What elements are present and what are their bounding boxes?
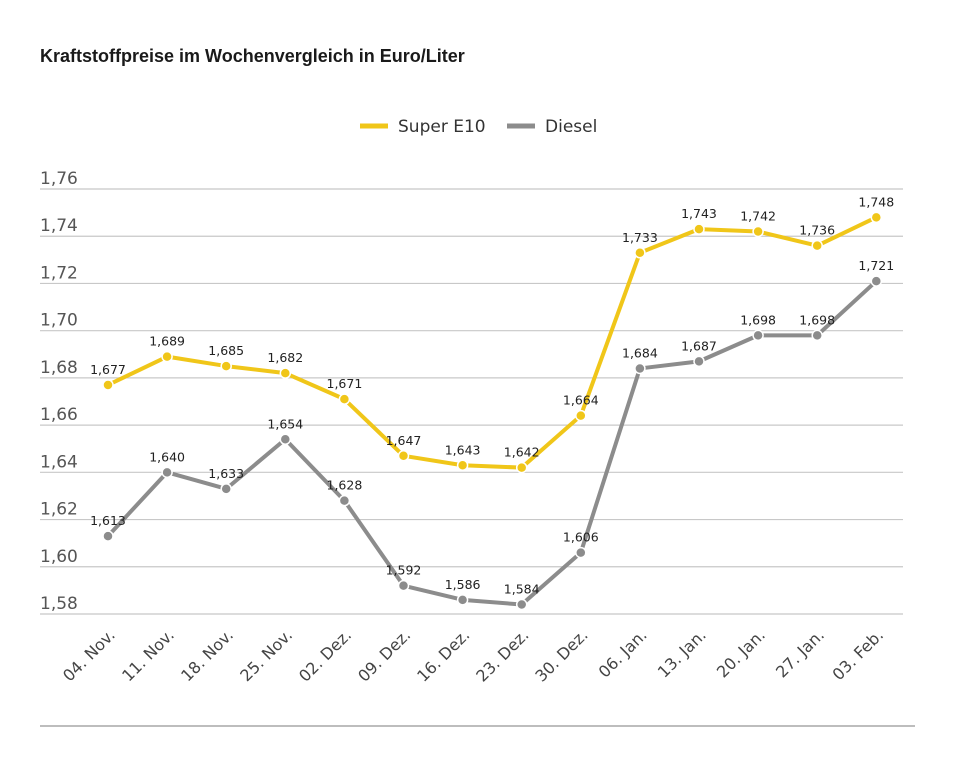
- legend-label: Super E10: [398, 117, 486, 137]
- y-tick-label: 1,70: [40, 311, 78, 331]
- data-label: 1,606: [563, 530, 599, 545]
- data-point: [870, 211, 883, 224]
- x-tick-label: 13. Jan.: [654, 625, 710, 681]
- x-tick-label: 30. Dez.: [531, 625, 591, 685]
- data-point: [397, 450, 410, 462]
- data-point: [515, 461, 528, 474]
- data-label: 1,742: [740, 209, 776, 224]
- data-label: 1,586: [445, 577, 481, 592]
- data-label: 1,592: [386, 563, 422, 578]
- x-tick-label: 20. Jan.: [713, 625, 769, 681]
- data-label: 1,684: [622, 345, 658, 360]
- data-point: [811, 239, 823, 252]
- series-line: [106, 215, 879, 470]
- chart-title: Kraftstoffpreise im Wochenvergleich in E…: [40, 46, 465, 66]
- gridlines: [40, 188, 903, 615]
- data-point: [397, 579, 410, 592]
- data-point: [102, 530, 114, 542]
- y-tick-label: 1,66: [40, 405, 78, 425]
- data-point: [634, 362, 646, 375]
- data-label: 1,677: [90, 362, 126, 377]
- series-diesel: 1,613 1,640 1,633 1,654 1,628 1,592 1,586 1,584…: [90, 258, 894, 611]
- series-super-e10: 1,677 1,689 1,685 1,682 1,671 1,647 1,643 1,642…: [90, 194, 894, 474]
- data-point: [279, 433, 292, 446]
- data-label: 1,640: [149, 449, 185, 464]
- x-tick-label: 03. Feb.: [828, 625, 887, 684]
- data-point: [752, 225, 764, 238]
- x-tick-label: 16. Dez.: [413, 625, 473, 685]
- data-label: 1,671: [327, 376, 363, 391]
- data-point: [634, 247, 646, 259]
- data-point: [161, 350, 173, 363]
- legend-label: Diesel: [545, 117, 597, 137]
- data-point: [220, 483, 232, 495]
- data-label: 1,633: [208, 466, 244, 481]
- y-tick-label: 1,58: [40, 594, 78, 614]
- data-point: [279, 367, 292, 379]
- data-label: 1,643: [445, 442, 481, 457]
- y-tick-label: 1,60: [40, 547, 78, 567]
- data-point: [220, 360, 232, 372]
- data-label: 1,682: [267, 350, 303, 365]
- series-line: [106, 279, 879, 607]
- x-tick-label: 09. Dez.: [354, 625, 414, 685]
- series-layer: 1,677 1,689 1,685 1,682 1,671 1,647 1,643 1,642…: [90, 194, 894, 611]
- data-point: [870, 275, 883, 287]
- x-tick-label: 11. Nov.: [118, 625, 178, 685]
- data-point: [693, 223, 705, 235]
- data-point: [161, 466, 173, 479]
- data-label: 1,647: [386, 433, 422, 448]
- x-tick-label: 25. Nov.: [236, 625, 296, 685]
- data-point: [456, 459, 469, 471]
- y-tick-label: 1,72: [40, 263, 78, 283]
- data-label: 1,698: [799, 312, 835, 327]
- data-point: [515, 598, 528, 611]
- data-point: [575, 409, 587, 422]
- y-tick-label: 1,64: [40, 452, 78, 472]
- x-tick-label: 23. Dez.: [472, 625, 532, 685]
- x-tick-label: 27. Jan.: [772, 625, 828, 681]
- data-label: 1,733: [622, 230, 658, 245]
- data-label: 1,642: [504, 445, 540, 460]
- data-label: 1,654: [267, 416, 303, 431]
- y-tick-label: 1,76: [40, 169, 78, 189]
- data-label: 1,628: [327, 478, 363, 493]
- y-tick-label: 1,62: [40, 500, 78, 520]
- data-point: [456, 594, 469, 606]
- x-tick-label: 02. Dez.: [295, 625, 355, 685]
- data-point: [752, 329, 764, 342]
- y-axis-ticks: 1,58 1,60 1,62 1,64 1,66 1,68 1,70 1,72 1,74 1,76: [40, 169, 78, 614]
- x-tick-label: 04. Nov.: [59, 625, 119, 685]
- data-label: 1,689: [149, 334, 185, 349]
- data-point: [575, 546, 587, 559]
- data-label: 1,685: [208, 343, 244, 358]
- data-point: [102, 379, 114, 391]
- data-label: 1,698: [740, 312, 776, 327]
- data-point: [693, 355, 705, 368]
- data-label: 1,584: [504, 582, 540, 597]
- y-tick-label: 1,74: [40, 216, 78, 236]
- x-tick-label: 06. Jan.: [595, 625, 651, 681]
- y-tick-label: 1,68: [40, 358, 78, 378]
- data-label: 1,736: [799, 223, 835, 238]
- x-axis-ticks: 04. Nov. 11. Nov. 18. Nov. 25. Nov.02. Dez.…: [59, 625, 887, 685]
- legend: Super E10 Diesel: [360, 117, 597, 137]
- data-label: 1,721: [858, 258, 894, 273]
- data-point: [338, 494, 351, 507]
- data-label: 1,743: [681, 206, 717, 221]
- data-point: [811, 329, 823, 342]
- data-point: [338, 393, 351, 405]
- data-label: 1,687: [681, 338, 717, 353]
- data-label: 1,748: [858, 194, 894, 209]
- data-label: 1,664: [563, 393, 599, 408]
- x-tick-label: 18. Nov.: [177, 625, 237, 685]
- data-label: 1,613: [90, 513, 126, 528]
